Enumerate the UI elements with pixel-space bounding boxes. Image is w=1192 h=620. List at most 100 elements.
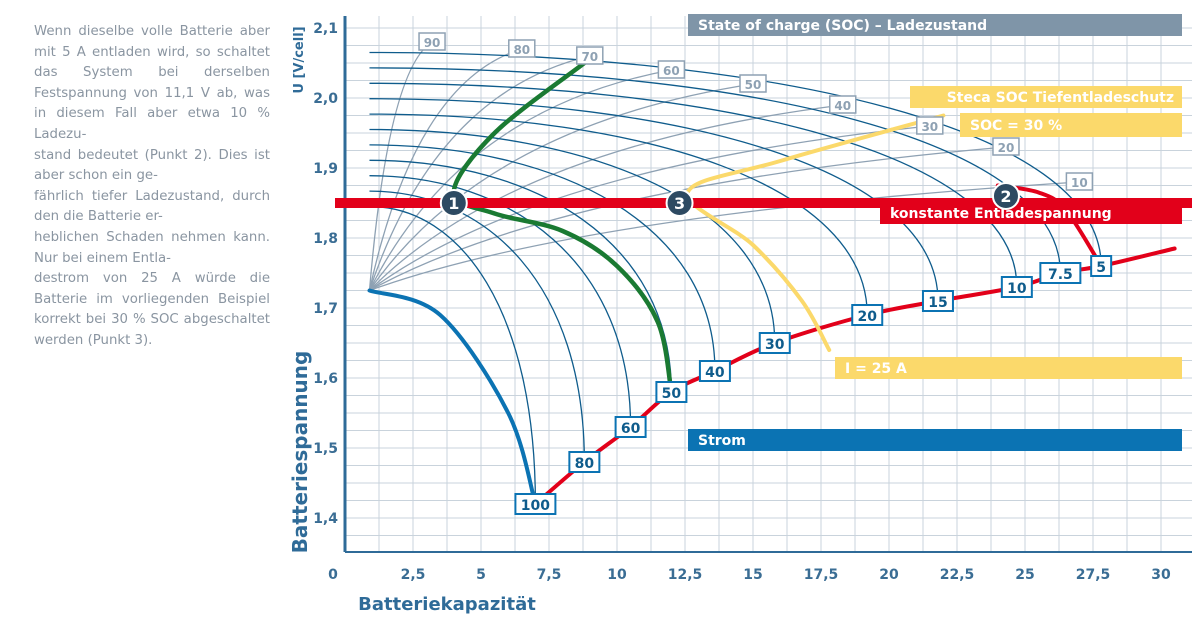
side-description-text: Wenn dieselbe volle Batterie aber mit 5 …	[34, 24, 270, 348]
y-tick-label: 1,9	[313, 161, 338, 177]
current-curve	[369, 128, 776, 344]
current-label-box	[921, 290, 954, 312]
soc-label: 70	[581, 50, 598, 64]
current-label: 80	[575, 456, 595, 472]
x-tick-label: 2,5	[401, 567, 426, 583]
current-label-box	[698, 360, 731, 382]
current-curve	[369, 98, 939, 302]
steca-banner-box	[910, 86, 1182, 108]
soc-label-box	[829, 95, 857, 114]
point-marker-label: 1	[448, 194, 459, 213]
y-axis-title: Batteriespannung	[288, 351, 312, 554]
current-label: 5	[1096, 260, 1106, 276]
soc-label: 90	[424, 36, 441, 50]
soc-label: 60	[663, 64, 680, 78]
y-tick-label: 1,8	[313, 231, 338, 247]
soc-label-box	[916, 116, 944, 135]
x-tick-label: 12,5	[668, 567, 703, 583]
soc-label: 20	[998, 141, 1015, 155]
x-tick-label: 15	[743, 567, 762, 583]
strom-banner-box	[688, 429, 1182, 451]
x-tick-label: 22,5	[940, 567, 975, 583]
current-label-box	[1000, 276, 1033, 298]
soc-label: 40	[834, 99, 851, 113]
soc-curve	[368, 69, 672, 291]
soc-label-box	[508, 39, 536, 58]
point-marker-label: 3	[674, 194, 685, 213]
current-label: 10	[1007, 281, 1027, 297]
soc-label: 80	[513, 43, 530, 57]
current-curve	[369, 82, 1018, 288]
soc-curve	[369, 125, 930, 292]
x-tick-label: 0	[328, 567, 338, 583]
konstante-banner-box	[880, 202, 1182, 224]
steca-banner-label: Steca SOC Tiefentladeschutz	[947, 90, 1174, 106]
current-label-box	[1039, 262, 1082, 284]
current-label: 20	[857, 309, 877, 325]
y-unit-label: U [V/cell]	[292, 26, 307, 93]
point-marker-2	[991, 182, 1020, 210]
point-marker-label: 2	[1000, 187, 1011, 206]
current-label: 30	[765, 337, 785, 353]
soc30-banner-label: SOC = 30 %	[970, 118, 1062, 134]
current-label-box	[851, 304, 884, 326]
soc-label-box	[739, 74, 767, 93]
konstante-banner-label: konstante Entladespannung	[890, 206, 1112, 222]
current-label-box	[655, 381, 688, 403]
soc-label: 30	[921, 120, 938, 134]
soc-label: 50	[745, 78, 762, 92]
current-label: 50	[662, 386, 682, 402]
soc-curve	[368, 55, 590, 291]
soc-label: 10	[1071, 176, 1088, 190]
y-tick-label: 2,0	[313, 91, 338, 107]
konstante-entladespannung-line	[335, 198, 1192, 208]
i25-banner-label: I = 25 A	[845, 361, 907, 377]
green-curve	[451, 60, 674, 395]
soc-curve	[369, 181, 1080, 292]
current-curve	[369, 113, 868, 316]
current-curve	[369, 190, 586, 463]
current-label: 100	[521, 498, 550, 514]
y-tick-label: 2,1	[313, 21, 338, 37]
point-marker-3	[665, 189, 694, 217]
current-label-box	[1090, 255, 1113, 277]
current-curve	[369, 205, 537, 505]
current-label-box	[514, 493, 557, 515]
strom-curve	[367, 288, 538, 506]
soc30-banner-box	[960, 113, 1182, 137]
soc-label-box	[657, 60, 686, 79]
x-tick-label: 20	[879, 567, 899, 583]
soc-curve	[368, 41, 433, 291]
soc-label-box	[1065, 172, 1094, 191]
x-axis-title: Batteriekapazität	[358, 594, 536, 615]
y-tick-label: 1,4	[313, 511, 338, 527]
soc-title-banner-box	[688, 14, 1182, 36]
x-tick-label: 17,5	[804, 567, 839, 583]
soc-curve	[368, 83, 754, 291]
current-label: 60	[621, 421, 641, 437]
x-tick-label: 5	[476, 567, 486, 583]
soc-label-box	[992, 137, 1020, 156]
current-label: 40	[705, 365, 725, 381]
current-label-box	[758, 332, 791, 354]
i25-banner-box	[835, 357, 1182, 379]
x-tick-label: 10	[607, 567, 627, 583]
x-tick-label: 25	[1015, 567, 1034, 583]
soc-label-box	[418, 32, 446, 51]
current-label: 7.5	[1048, 267, 1073, 283]
y-tick-label: 1,6	[313, 371, 338, 387]
x-tick-label: 30	[1151, 567, 1171, 583]
soc-label-box	[576, 46, 604, 65]
soc-title-banner-label: State of charge (SOC) – Ladezustand	[698, 18, 987, 34]
strom-banner-label: Strom	[698, 433, 746, 449]
current-curve	[369, 175, 632, 428]
current-label-box	[568, 451, 601, 473]
y-tick-label: 1,5	[313, 441, 338, 457]
x-tick-label: 27,5	[1076, 567, 1111, 583]
soc-curve	[368, 48, 522, 291]
x-tick-label: 7,5	[537, 567, 562, 583]
point-marker-1	[439, 189, 468, 217]
current-label: 15	[928, 295, 947, 311]
y-tick-label: 1,7	[313, 301, 338, 317]
